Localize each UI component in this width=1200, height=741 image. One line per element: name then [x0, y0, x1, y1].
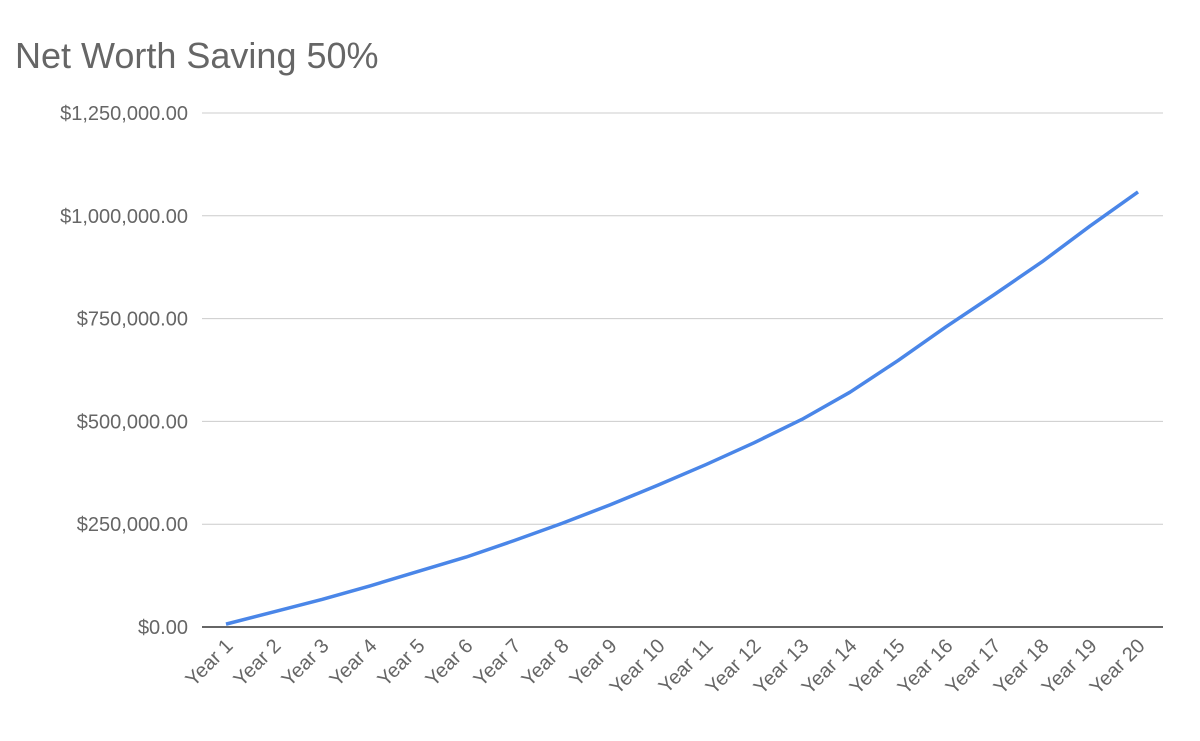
x-tick-label: Year 2	[230, 635, 286, 691]
y-tick-label: $1,000,000.00	[60, 206, 188, 228]
x-tick-label: Year 7	[470, 635, 526, 691]
x-tick-label: Year 4	[326, 635, 382, 691]
x-tick-label: Year 6	[422, 635, 478, 691]
y-tick-label: $250,000.00	[77, 514, 188, 536]
y-tick-label: $1,250,000.00	[60, 103, 188, 125]
y-tick-label: $500,000.00	[77, 411, 188, 433]
x-tick-label: Year 5	[374, 635, 430, 691]
x-tick-label: Year 8	[518, 635, 574, 691]
x-tick-label: Year 1	[182, 635, 238, 691]
line	[225, 190, 1140, 626]
y-tick-label: $750,000.00	[77, 309, 188, 331]
y-tick-label: $0.00	[138, 617, 188, 639]
x-tick-label: Year 3	[278, 635, 334, 691]
chart-title: Net Worth Saving 50%	[15, 35, 379, 76]
